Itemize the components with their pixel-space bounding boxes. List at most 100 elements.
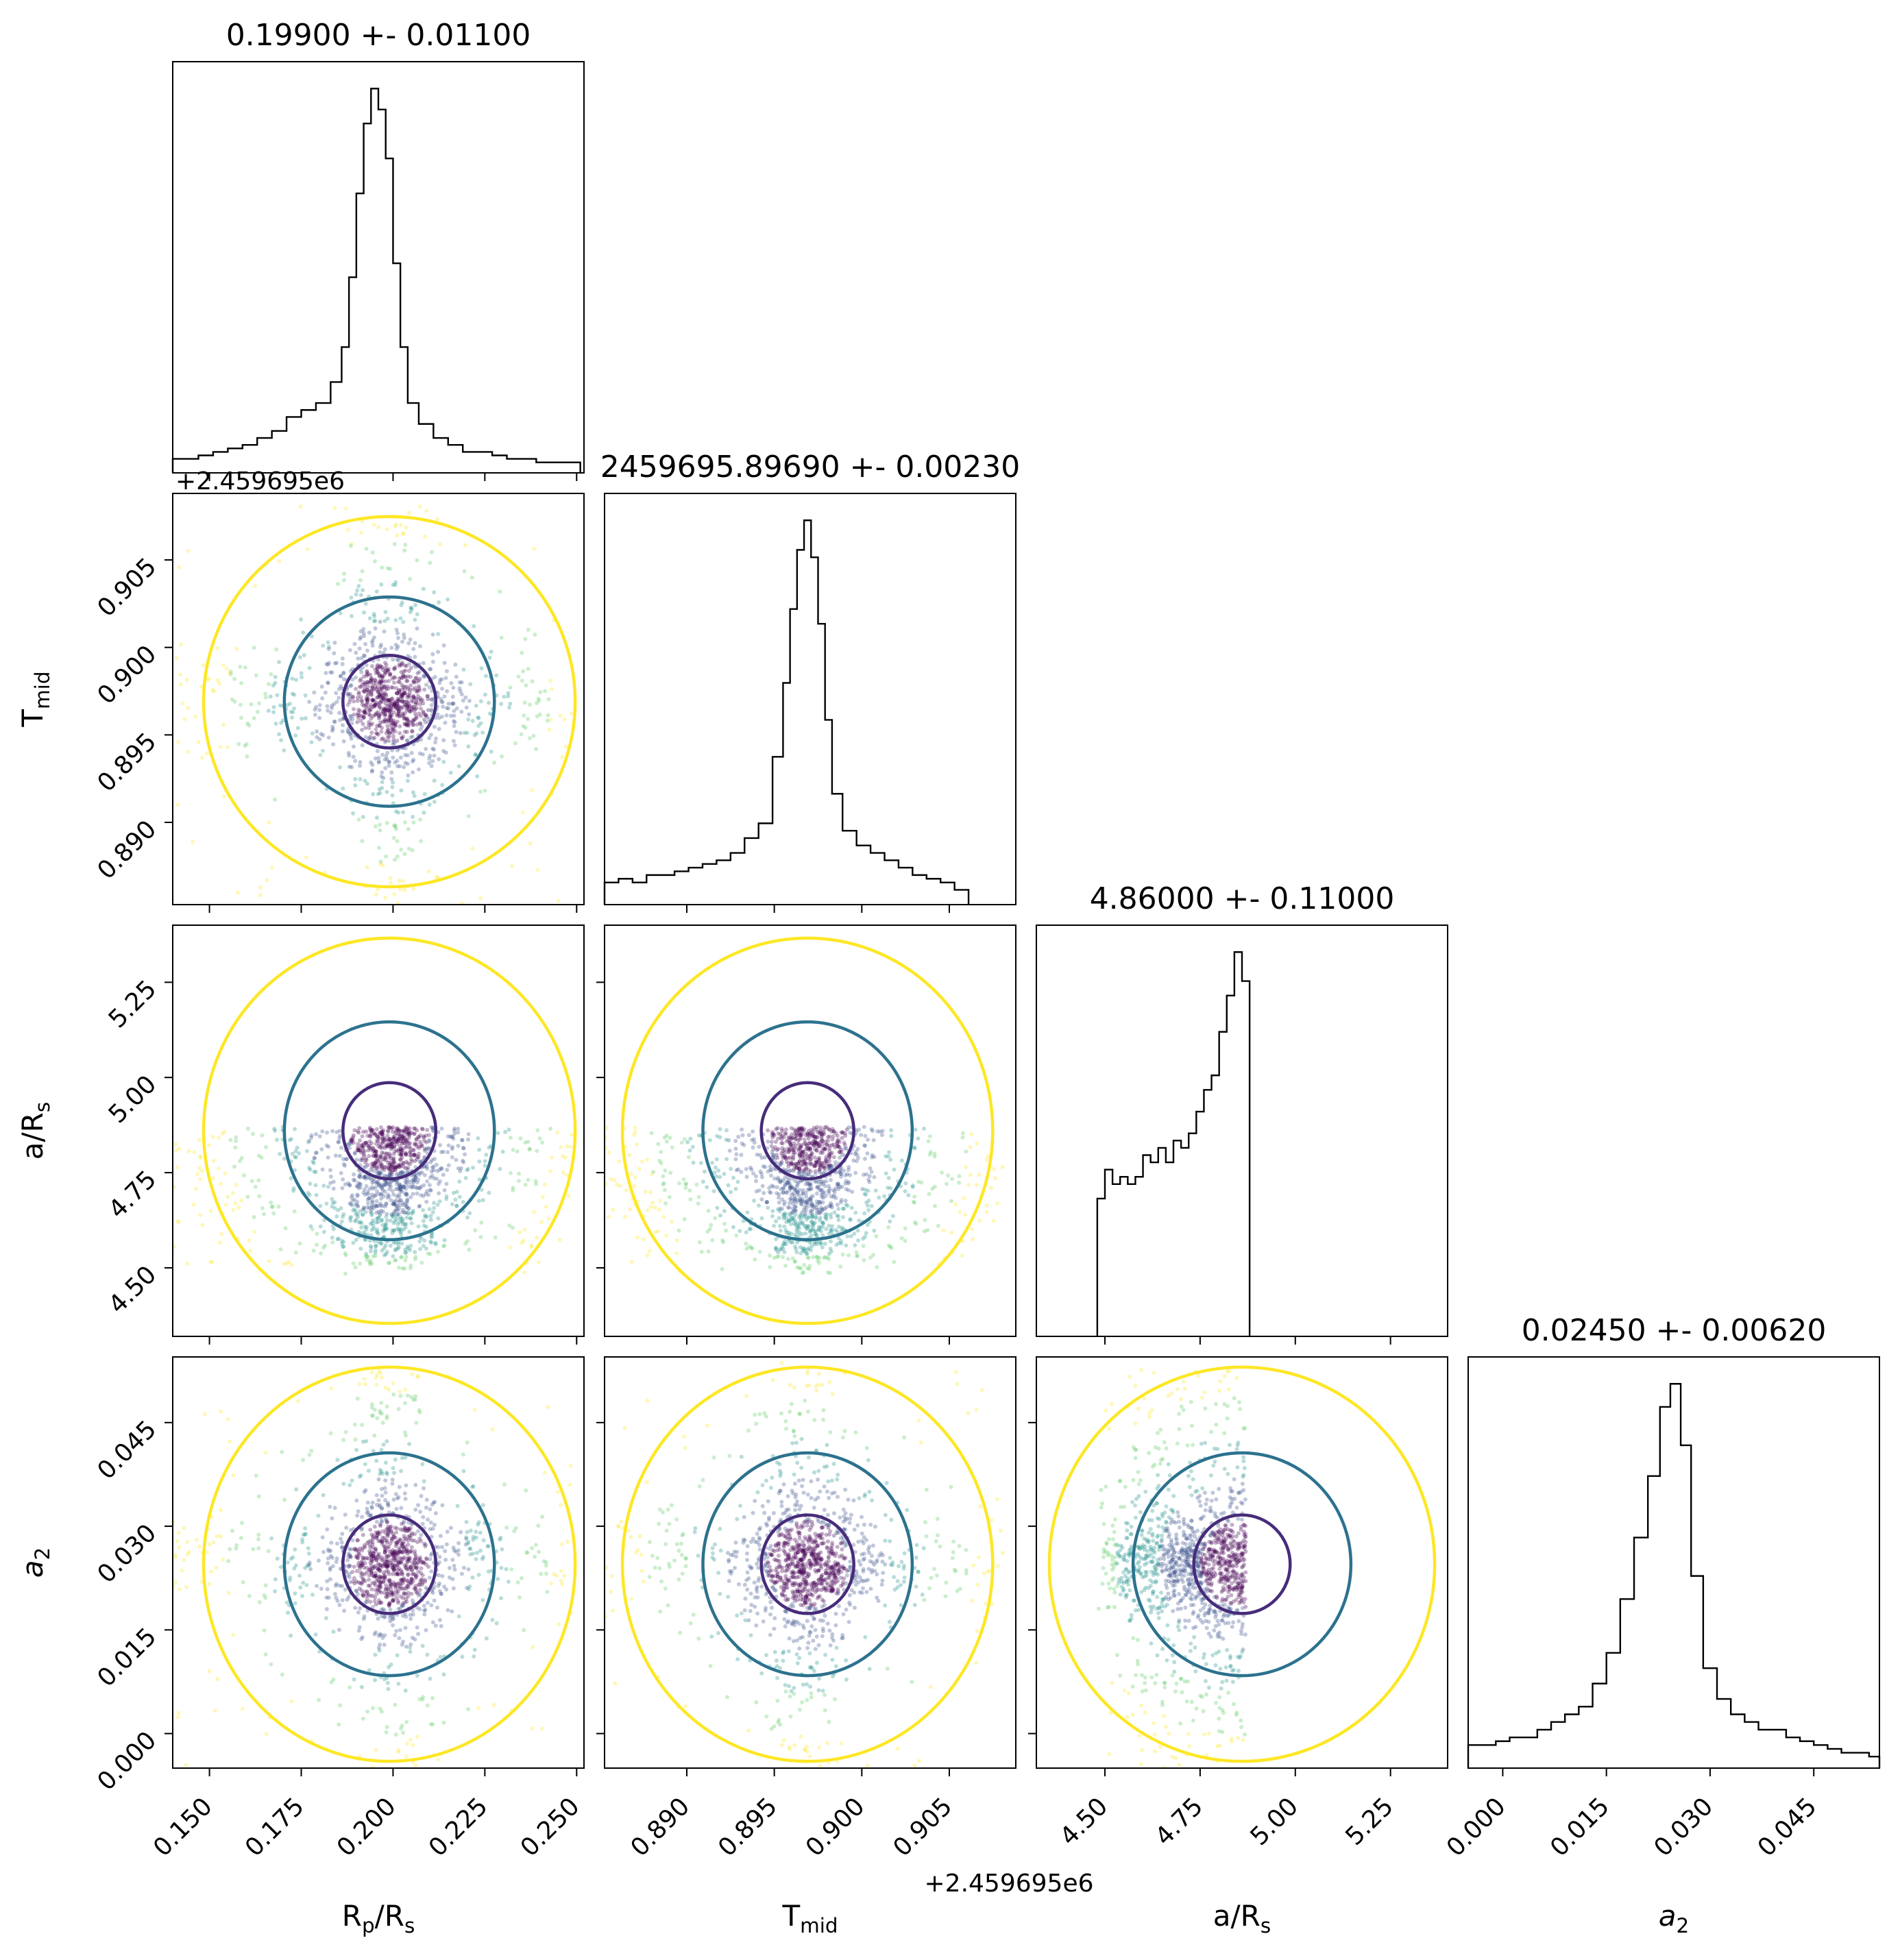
sample-point (820, 1220, 825, 1225)
sample-point (807, 1140, 812, 1145)
sample-point (402, 1586, 406, 1591)
sample-point (812, 1240, 817, 1245)
sample-point (385, 1138, 389, 1143)
sample-point (361, 626, 366, 631)
sample-point (391, 1534, 396, 1539)
sample-point (792, 1208, 796, 1213)
sample-point (555, 1573, 559, 1578)
sample-point (781, 1242, 786, 1247)
sample-point (361, 1556, 365, 1560)
sample-point (326, 1184, 330, 1189)
sample-point (835, 1134, 840, 1138)
sample-point (410, 848, 415, 853)
sample-point (932, 1151, 937, 1156)
sample-point (385, 1564, 389, 1569)
sample-point (338, 718, 343, 722)
panel-title: 4.86000 +- 0.11000 (1090, 881, 1395, 916)
sample-point (330, 724, 335, 729)
sample-point (378, 694, 383, 698)
sample-point (397, 1128, 402, 1133)
sample-point (661, 1181, 666, 1186)
sample-point (778, 1161, 783, 1166)
sample-point (395, 1132, 400, 1137)
sample-point (424, 713, 428, 718)
sample-point (803, 1157, 807, 1162)
sample-point (378, 828, 382, 833)
sample-point (352, 1151, 357, 1156)
sample-point (706, 1208, 711, 1213)
sample-point (833, 1160, 838, 1164)
contour-1-sigma (341, 1081, 438, 1181)
sample-point (433, 1624, 438, 1628)
sample-point (397, 1549, 402, 1554)
sample-point (389, 696, 394, 701)
sample-point (559, 1569, 563, 1573)
sample-point (605, 1181, 608, 1186)
sample-point (457, 686, 462, 691)
sample-point (418, 713, 423, 718)
sample-point (803, 1181, 808, 1186)
sample-point (559, 1144, 563, 1149)
sample-point (413, 1141, 417, 1146)
sample-point (411, 722, 415, 727)
sample-point (337, 1153, 342, 1158)
sample-point (992, 1166, 997, 1171)
sample-point (535, 1128, 540, 1133)
sample-point (504, 1567, 509, 1571)
sample-point (393, 1564, 398, 1569)
sample-point (313, 712, 317, 717)
sample-point (398, 1186, 403, 1190)
sample-point (833, 1196, 838, 1201)
sample-point (412, 1173, 417, 1178)
sample-point (365, 865, 369, 870)
sample-point (369, 689, 374, 694)
sample-point (377, 1131, 382, 1136)
sample-point (387, 718, 392, 722)
sample-point (367, 1260, 372, 1264)
sample-point (815, 1255, 820, 1260)
sample-point (779, 1160, 784, 1164)
sample-point (405, 753, 410, 758)
sample-point (279, 738, 284, 743)
sample-point (365, 695, 369, 700)
sample-point (735, 1179, 740, 1184)
sample-point (389, 1184, 393, 1189)
sample-point (392, 1556, 397, 1560)
sample-point (826, 1164, 831, 1168)
sample-point (406, 1542, 411, 1547)
sample-point (807, 1229, 812, 1234)
sample-point (822, 1190, 827, 1195)
sample-point (444, 1197, 449, 1201)
sample-point (395, 699, 400, 704)
sample-point (401, 672, 406, 677)
sample-point (799, 1143, 804, 1148)
sample-point (457, 1195, 462, 1199)
sample-point (888, 1245, 892, 1249)
sample-point (193, 714, 198, 719)
sample-point (398, 1216, 402, 1221)
sample-point (387, 714, 392, 719)
sample-point (464, 705, 469, 710)
sample-point (847, 1188, 851, 1192)
sample-point (801, 1162, 805, 1167)
sample-point (807, 1197, 812, 1201)
sample-point (332, 1506, 337, 1510)
sample-point (802, 1127, 807, 1131)
sample-point (780, 1153, 785, 1158)
sample-point (527, 1147, 532, 1152)
sample-point (380, 1558, 385, 1563)
sample-point (490, 1617, 495, 1622)
sample-point (803, 1133, 808, 1138)
sample-point (406, 719, 411, 724)
sample-point (395, 712, 400, 717)
sample-point (380, 752, 385, 757)
sample-point (796, 1147, 801, 1151)
sample-point (812, 1142, 816, 1147)
sample-point (173, 1552, 178, 1557)
sample-point (409, 698, 414, 703)
sample-point (421, 709, 426, 714)
sample-point (367, 726, 372, 731)
sample-point (321, 1245, 326, 1250)
sample-point (345, 702, 350, 707)
sample-point (388, 1167, 393, 1172)
